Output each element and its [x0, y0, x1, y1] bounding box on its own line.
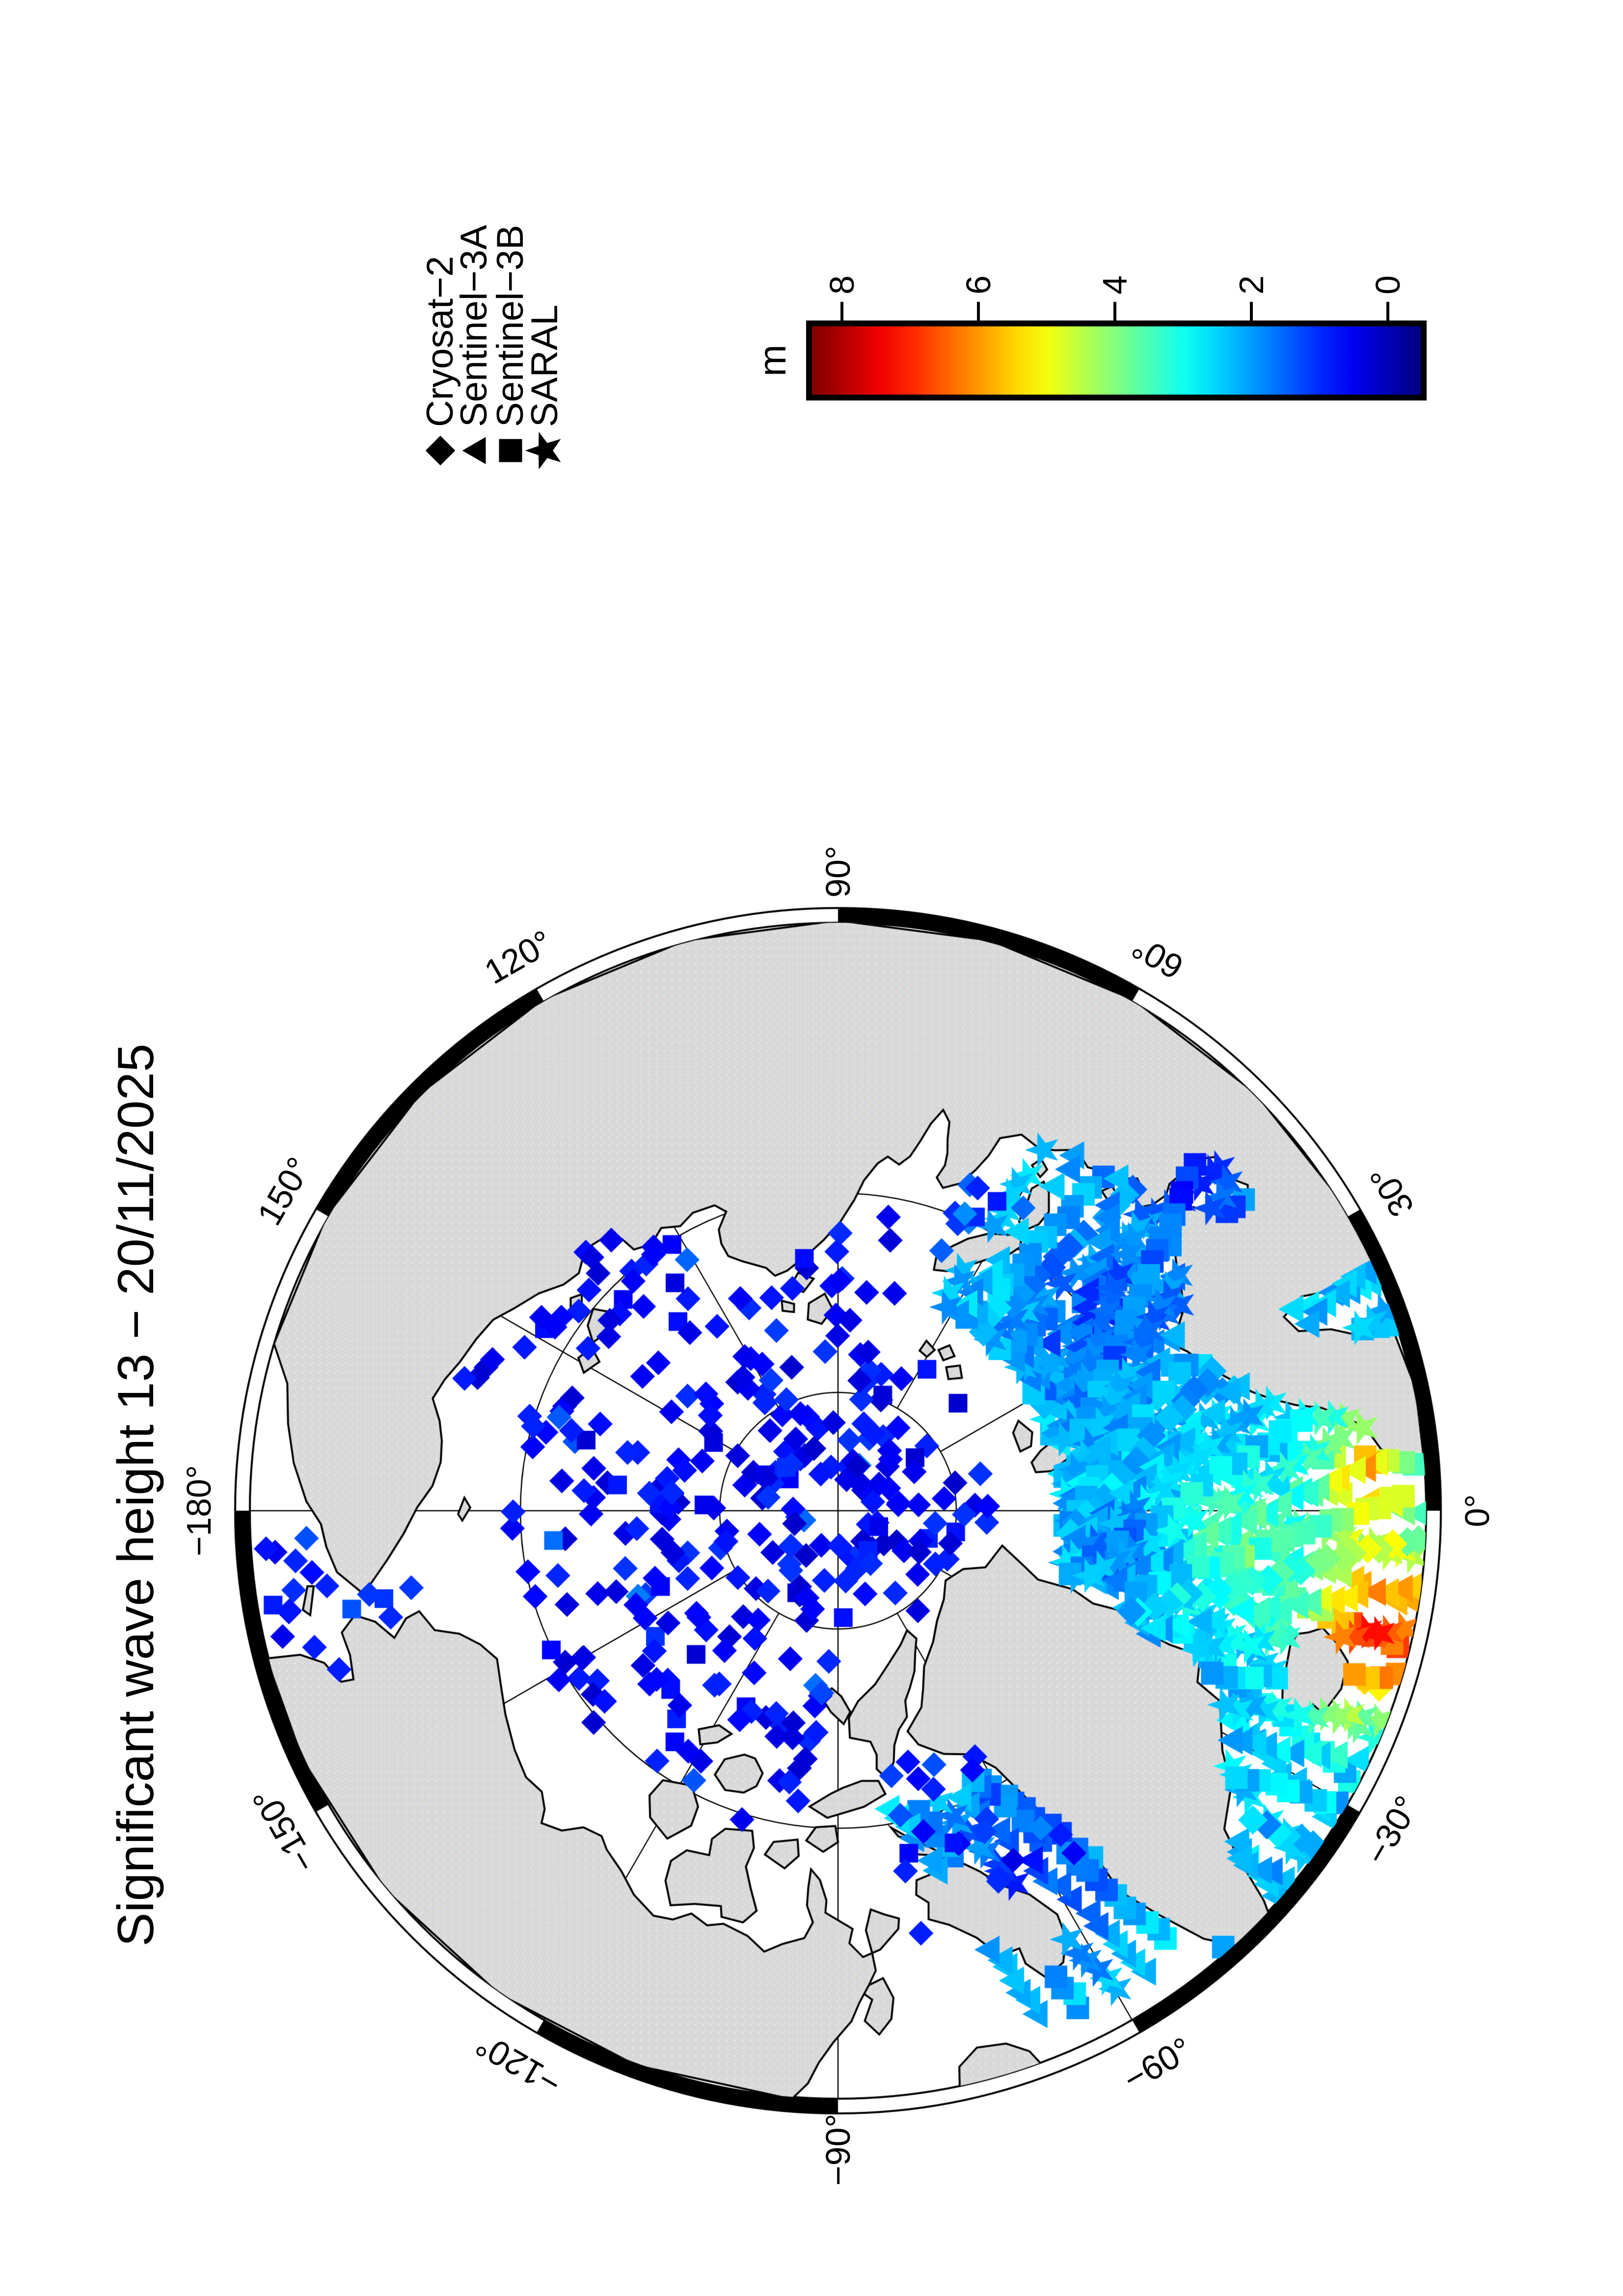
colorbar-tick — [840, 302, 843, 320]
colorbar-tick — [1113, 302, 1116, 320]
star-icon — [524, 427, 566, 474]
meridian-label: −90° — [819, 2113, 857, 2186]
colorbar-tick-label: 6 — [959, 275, 998, 294]
legend-row-sentinel3b: Sentinel−3B — [489, 225, 531, 474]
colorbar-tick — [1386, 302, 1389, 320]
legend-label: SARAL — [524, 304, 566, 427]
colorbar-tick-label: 4 — [1096, 275, 1134, 294]
colorbar-tick-label: 8 — [823, 275, 861, 294]
colorbar-tick — [977, 302, 980, 320]
diamond-icon — [420, 427, 461, 474]
square-icon — [490, 427, 531, 474]
colorbar-tick — [1250, 302, 1253, 320]
colorbar-unit-label: m — [751, 345, 794, 376]
colorbar-tick-label: 0 — [1369, 275, 1407, 294]
triangle-icon — [454, 427, 495, 474]
meridian-label: −180° — [180, 1465, 218, 1556]
legend-row-cryosat2: Cryosat−2 — [419, 256, 461, 475]
page-title: Significant wave height 13 − 20/11/2025 — [108, 1043, 164, 1947]
colorbar-gradient — [812, 326, 1421, 395]
meridian-label: 0° — [1458, 1494, 1496, 1527]
meridian-label: 90° — [819, 846, 857, 898]
colorbar — [806, 320, 1427, 400]
colorbar-tick-label: 2 — [1232, 275, 1271, 294]
legend-label: Sentinel−3A — [453, 225, 495, 427]
legend-row-saral: SARAL — [524, 304, 566, 474]
legend-row-sentinel3a: Sentinel−3A — [453, 225, 495, 474]
